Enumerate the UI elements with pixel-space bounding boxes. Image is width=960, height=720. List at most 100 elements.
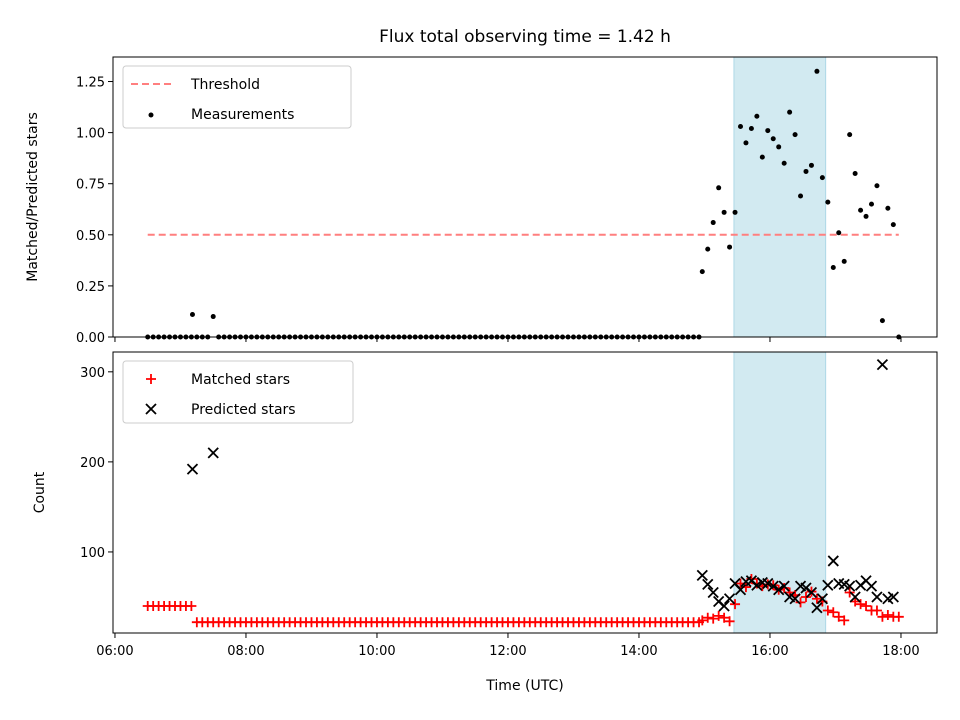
predicted-star-marker (844, 580, 856, 592)
x-tick-label: 08:00 (227, 644, 264, 659)
legend-box (122, 65, 352, 129)
predicted-star-marker (207, 447, 219, 459)
legend: Threshold Measurements (122, 65, 352, 129)
matched-star-marker (855, 599, 866, 610)
legend-measurement-handle (148, 112, 154, 118)
matched-star-marker (724, 616, 735, 627)
axes-frame (112, 56, 938, 338)
predicted-star-marker (723, 593, 736, 605)
y-axis-label: Matched/Predicted stars (25, 112, 41, 282)
matched-star-marker (730, 599, 741, 610)
axes-frame (112, 351, 938, 634)
predicted-star-marker (767, 580, 779, 592)
legend-label: Measurements (191, 107, 294, 123)
measurement-point (879, 318, 885, 324)
predicted-star-marker (811, 602, 823, 614)
matched-star-marker (697, 615, 708, 626)
measurement-point (716, 185, 722, 191)
y-tick-label: 200 (80, 456, 105, 471)
predicted-star-marker (702, 578, 714, 591)
predicted-star-marker (849, 591, 861, 603)
matched-star-marker (795, 597, 806, 608)
x-tick-label: 14:00 (620, 644, 657, 659)
measurement-point (781, 160, 787, 166)
predicted-star-marker (871, 591, 883, 603)
y-tick-label: 0.00 (76, 331, 105, 346)
x-tick-label: 10:00 (358, 644, 395, 659)
measurement-point (798, 193, 804, 199)
measurement-point (737, 123, 743, 129)
measurement-point (748, 126, 754, 132)
measurement-point (792, 132, 798, 138)
matched-star-marker (702, 612, 713, 623)
x-tick-label: 18:00 (882, 644, 919, 659)
predicted-star-marker (186, 463, 199, 475)
matched-star-marker (186, 600, 197, 611)
predicted-star-marker (822, 579, 834, 591)
legend-label: Threshold (190, 77, 260, 93)
measurement-point (189, 312, 195, 318)
matched-star-marker (882, 609, 893, 620)
matched-star-marker (828, 607, 839, 618)
top-panel: 0.00 0.25 0.50 0.75 1.00 1.25 Matched/Predicte… (25, 27, 938, 346)
predicted-star-marker (762, 577, 774, 590)
measurement-point (705, 246, 711, 252)
legend-matched-handle (146, 374, 156, 384)
measurement-point (808, 162, 814, 168)
matched-star-marker (893, 611, 904, 622)
measurement-point (787, 109, 793, 115)
matched-star-marker (719, 612, 730, 623)
measurement-point (743, 140, 749, 146)
predicted-star-marker (773, 584, 785, 596)
matched-star-marker (822, 605, 833, 616)
matched-star-marker (713, 610, 724, 621)
measurement-point (732, 209, 738, 215)
matched-star-marker (811, 593, 822, 604)
measurement-point (776, 144, 782, 150)
measurement-point (754, 113, 760, 119)
x-tick-label: 12:00 (489, 644, 526, 659)
measurement-point (759, 154, 765, 160)
measurement-point (868, 201, 874, 207)
legend-predicted-handle (145, 403, 157, 415)
bottom-panel: 100 200 300 06:00 08:00 10:00 12:00 14:00 16:00 1… (32, 351, 938, 694)
y-tick-label: 0.50 (76, 229, 105, 244)
predicted-star-marker (751, 579, 763, 591)
measurement-point (210, 314, 216, 320)
predicted-star-marker (696, 569, 708, 581)
measurement-point (885, 205, 891, 211)
y-tick-label: 100 (80, 546, 105, 561)
matched-star-marker (877, 611, 888, 622)
measurement-point (841, 258, 847, 264)
x-tick-label: 16:00 (751, 644, 788, 659)
predicted-star-marker (816, 593, 829, 605)
matched-star-marker (708, 613, 719, 624)
chart-title: Flux total observing time = 1.42 h (379, 27, 671, 47)
predicted-star-marker (805, 586, 818, 599)
predicted-star-marker (865, 580, 878, 592)
predicted-star-marker (778, 580, 790, 592)
measurement-point (890, 222, 896, 228)
predicted-star-marker (789, 593, 801, 605)
y-tick-label: 0.25 (76, 280, 105, 295)
measurement-point (852, 170, 858, 176)
measurement-point (819, 175, 825, 181)
y-tick-label: 1.25 (76, 76, 105, 91)
y-axis-label: Count (32, 471, 48, 513)
measurement-point (814, 68, 820, 74)
predicted-star-marker (734, 584, 747, 596)
y-tick-label: 300 (80, 366, 105, 381)
measurement-point (825, 199, 831, 205)
measurement-point (836, 230, 842, 236)
observing-span (733, 56, 827, 338)
x-tick-label: 06:00 (96, 644, 133, 659)
matched-star-marker (861, 600, 872, 611)
predicted-star-marker (707, 586, 719, 599)
legend-label: Matched stars (191, 372, 290, 388)
measurement-point (727, 244, 733, 250)
y-tick-label: 0.75 (76, 178, 105, 193)
matched-star-marker (833, 611, 844, 622)
legend: Matched stars Predicted stars (122, 360, 354, 424)
predicted-star-marker (718, 600, 730, 612)
